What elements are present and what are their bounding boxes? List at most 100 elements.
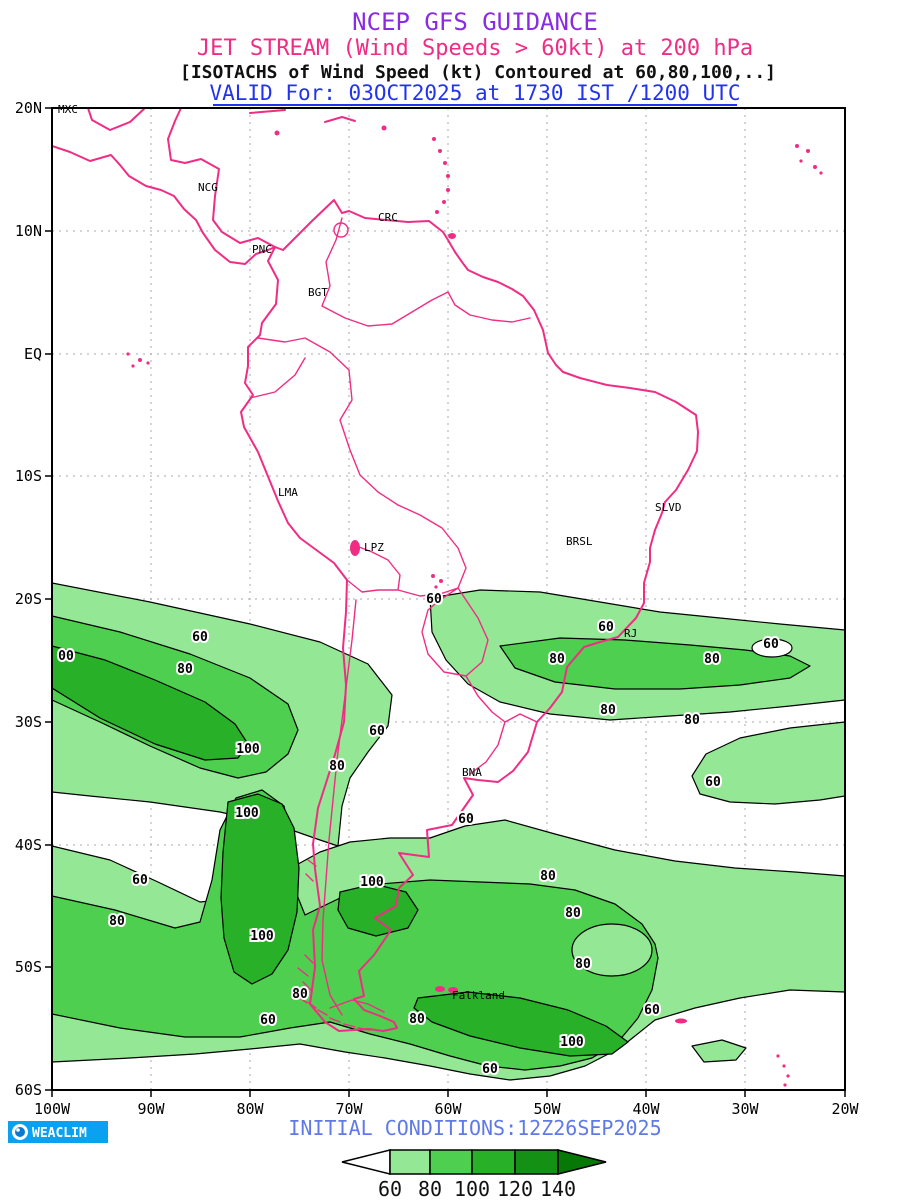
border-bolivia [346, 504, 467, 597]
puerto-rico-island [381, 125, 387, 131]
weaclim-brand-label: WEACLIM [32, 1126, 87, 1141]
initial-conditions-label: INITIAL CONDITIONS:12Z26SEP2025 [288, 1116, 661, 1140]
border-chile-argentina-andes [321, 599, 357, 1016]
place-label-slvd: SLVD [655, 501, 682, 514]
galapagos-islands [126, 352, 150, 368]
weaclim-logo-inner [15, 1127, 25, 1137]
contour-value-label: 00 [58, 649, 74, 664]
contour-value-label: 100 [235, 806, 259, 821]
island-dot [446, 174, 450, 178]
y-axis-label: 50S [15, 958, 42, 976]
island-dot [442, 200, 446, 204]
chart-subtitle: JET STREAM (Wind Speeds > 60kt) at 200 h… [197, 36, 753, 61]
contour-value-label: 80 [409, 1012, 425, 1027]
x-axis-label: 80W [236, 1100, 264, 1118]
isotach-100-core-southeast [413, 991, 629, 1057]
axis-labels-and-ticks: 100W 90W 80W 70W 60W 50W 40W 30W 20W 20N 10N EQ 10S 2… [15, 99, 860, 1118]
contour-value-label: 100 [250, 929, 274, 944]
contour-value-label: 60 [482, 1062, 498, 1077]
contour-value-label: 100 [236, 742, 260, 757]
falkland-islands [435, 986, 458, 993]
island-dot [126, 352, 130, 356]
island-dot [813, 165, 817, 169]
x-axis-label: 20W [831, 1100, 859, 1118]
island-dot [138, 358, 142, 362]
central-america-caribbean-coast [167, 108, 276, 248]
lake-maracaibo [333, 222, 349, 238]
legend-segment [389, 1149, 431, 1175]
contour-value-label: 80 [704, 652, 720, 667]
island-dot [432, 137, 436, 141]
place-label-crc: CRC [378, 211, 398, 224]
island-dot [819, 171, 823, 175]
isotach-80-region-northeast [499, 637, 811, 690]
isotach-100-core-northwest [52, 645, 249, 761]
contour-value-label: 60 [644, 1003, 660, 1018]
y-axis-label: EQ [24, 345, 42, 363]
contour-value-label: 80 [600, 703, 616, 718]
contour-value-label: 80 [540, 869, 556, 884]
contour-value-label: 60 [192, 630, 208, 645]
contour-value-label: 80 [329, 759, 345, 774]
legend-arrow-below-min [341, 1149, 391, 1175]
island-dot [435, 210, 439, 214]
chart-header: NCEP GFS GUIDANCE JET STREAM (Wind Speed… [180, 8, 776, 106]
x-axis-label: 90W [137, 1100, 165, 1118]
south-america-coastline [240, 199, 699, 1032]
island-dot [776, 1054, 780, 1058]
island-dot [443, 161, 447, 165]
y-axis-label: 60S [15, 1081, 42, 1099]
place-label-ncg: NCG [198, 181, 218, 194]
jamaica-island [274, 130, 280, 136]
legend-arrow-above-max [557, 1149, 607, 1175]
island-dot [146, 361, 150, 365]
place-label-bna: BNA [462, 766, 482, 779]
contour-value-label: 80 [177, 662, 193, 677]
coastlines-and-borders [52, 108, 823, 1087]
x-axis-label: 70W [335, 1100, 363, 1118]
contour-value-label: 60 [369, 724, 385, 739]
border-paraguay-uruguay [421, 587, 538, 775]
hispaniola-coast [324, 116, 356, 123]
trinidad-island [448, 233, 456, 239]
y-axis-label: 20S [15, 590, 42, 608]
place-label-lma: LMA [278, 486, 298, 499]
contour-value-label: 60 [763, 637, 779, 652]
border-colombia-venezuela-guianas [321, 217, 531, 327]
isotach-60-region-east-lobe [691, 721, 845, 805]
island-dot [795, 144, 799, 148]
legend-segment [471, 1149, 516, 1175]
contour-value-label: 60 [260, 1013, 276, 1028]
isotach-100-core-patagonia [337, 883, 419, 937]
weaclim-badge: WEACLIM [8, 1121, 108, 1143]
x-axis-label: 30W [731, 1100, 759, 1118]
color-scale-legend: 60 80 100 120 140 [341, 1149, 607, 1200]
legend-segment [429, 1149, 473, 1175]
contour-value-label: 100 [560, 1035, 584, 1050]
place-label-bgt: BGT [308, 286, 328, 299]
mexico-gulf-coast [87, 108, 146, 131]
x-axis-label: 40W [632, 1100, 660, 1118]
lake-titicaca [350, 540, 360, 556]
south-sandwich-islands [776, 1054, 790, 1087]
altiplano-salt-lakes [431, 574, 443, 589]
y-axis-label: 20N [15, 99, 42, 117]
place-labels: MXC NCG CRC PNC BGT LMA LPZ BRSL SLVD BNA RJ Falkla… [58, 103, 682, 1002]
island-dot [782, 1064, 786, 1068]
island-dot [783, 1083, 787, 1087]
legend-tick-label: 120 [497, 1177, 533, 1200]
x-axis-label: 50W [533, 1100, 561, 1118]
isotach-fill-regions [52, 582, 845, 1081]
contour-value-label: 60 [705, 775, 721, 790]
lesser-antilles-islands [432, 137, 456, 239]
sub-60-hole-northeast [751, 638, 793, 658]
isotach-60-window-south [571, 923, 653, 977]
place-label-falkland: Falkland [452, 989, 505, 1002]
island-dot [131, 364, 135, 368]
place-label-lpz: LPZ [364, 541, 384, 554]
weaclim-badge-background [8, 1121, 108, 1143]
lake-dot [431, 574, 435, 578]
place-label-brsl: BRSL [566, 535, 593, 548]
y-axis-label: 30S [15, 713, 42, 731]
